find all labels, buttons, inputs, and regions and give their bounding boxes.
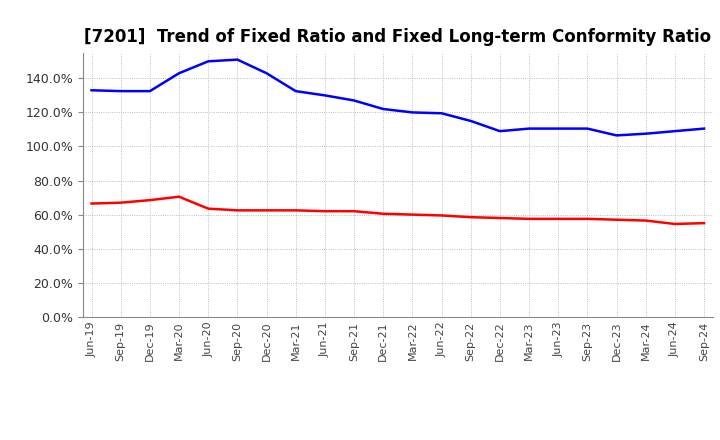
Fixed Ratio bbox=[175, 70, 184, 76]
Fixed Ratio bbox=[525, 126, 534, 131]
Fixed Long-term Conformity Ratio bbox=[554, 216, 562, 221]
Fixed Long-term Conformity Ratio bbox=[495, 215, 504, 220]
Fixed Ratio bbox=[233, 57, 242, 62]
Fixed Ratio bbox=[379, 106, 387, 112]
Fixed Long-term Conformity Ratio bbox=[583, 216, 592, 221]
Fixed Ratio bbox=[554, 126, 562, 131]
Line: Fixed Ratio: Fixed Ratio bbox=[91, 59, 704, 136]
Fixed Ratio bbox=[642, 131, 650, 136]
Fixed Long-term Conformity Ratio bbox=[408, 212, 417, 217]
Fixed Ratio bbox=[87, 88, 96, 93]
Fixed Long-term Conformity Ratio bbox=[700, 220, 708, 226]
Fixed Long-term Conformity Ratio bbox=[467, 215, 475, 220]
Fixed Long-term Conformity Ratio bbox=[379, 211, 387, 216]
Title: [7201]  Trend of Fixed Ratio and Fixed Long-term Conformity Ratio: [7201] Trend of Fixed Ratio and Fixed Lo… bbox=[84, 28, 711, 46]
Fixed Long-term Conformity Ratio bbox=[437, 213, 446, 218]
Fixed Ratio bbox=[117, 88, 125, 94]
Fixed Ratio bbox=[437, 110, 446, 116]
Fixed Long-term Conformity Ratio bbox=[642, 218, 650, 223]
Fixed Ratio bbox=[495, 128, 504, 134]
Fixed Long-term Conformity Ratio bbox=[87, 201, 96, 206]
Fixed Long-term Conformity Ratio bbox=[117, 200, 125, 205]
Fixed Ratio bbox=[670, 128, 679, 134]
Fixed Ratio bbox=[700, 126, 708, 131]
Fixed Long-term Conformity Ratio bbox=[175, 194, 184, 199]
Fixed Ratio bbox=[350, 98, 359, 103]
Fixed Long-term Conformity Ratio bbox=[350, 209, 359, 214]
Fixed Ratio bbox=[145, 88, 154, 94]
Fixed Long-term Conformity Ratio bbox=[292, 208, 300, 213]
Fixed Ratio bbox=[583, 126, 592, 131]
Fixed Long-term Conformity Ratio bbox=[525, 216, 534, 221]
Fixed Long-term Conformity Ratio bbox=[670, 221, 679, 227]
Fixed Ratio bbox=[204, 59, 212, 64]
Fixed Ratio bbox=[262, 70, 271, 76]
Line: Fixed Long-term Conformity Ratio: Fixed Long-term Conformity Ratio bbox=[91, 197, 704, 224]
Fixed Long-term Conformity Ratio bbox=[262, 208, 271, 213]
Fixed Ratio bbox=[408, 110, 417, 115]
Fixed Long-term Conformity Ratio bbox=[233, 208, 242, 213]
Fixed Long-term Conformity Ratio bbox=[145, 198, 154, 203]
Fixed Ratio bbox=[292, 88, 300, 94]
Fixed Ratio bbox=[320, 93, 329, 98]
Fixed Ratio bbox=[467, 118, 475, 124]
Fixed Long-term Conformity Ratio bbox=[320, 209, 329, 214]
Fixed Long-term Conformity Ratio bbox=[204, 206, 212, 211]
Fixed Ratio bbox=[612, 133, 621, 138]
Fixed Long-term Conformity Ratio bbox=[612, 217, 621, 222]
